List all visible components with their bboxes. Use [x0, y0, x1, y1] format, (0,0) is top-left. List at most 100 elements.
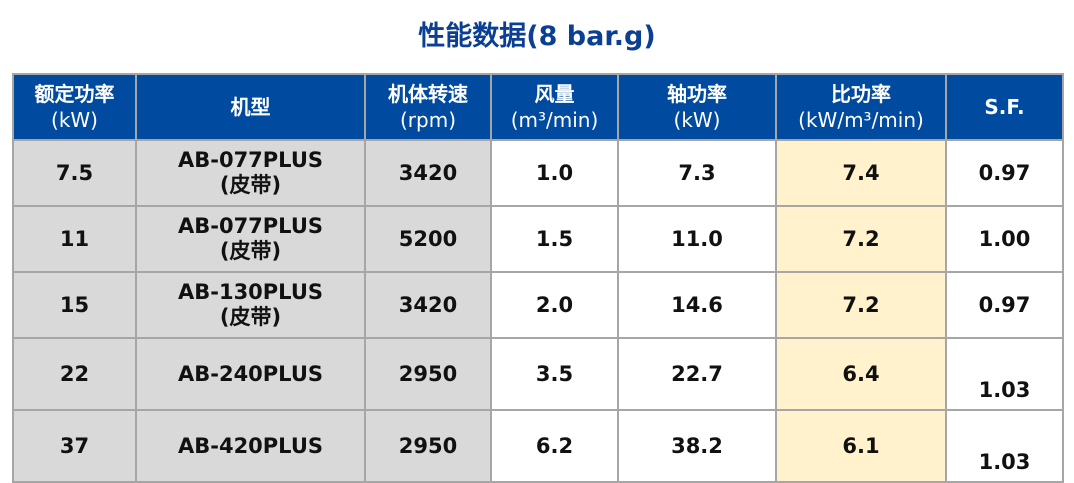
power-value: 11: [59, 226, 90, 251]
flow-value: 1.5: [535, 226, 574, 251]
table-row: 11 AB-077PLUS (皮带) 5200 1.5 11.0 7.2 1.00: [12, 205, 1064, 273]
specific-value: 7.2: [842, 226, 880, 251]
cell-specific: 7.4: [775, 139, 947, 207]
table-row: 37 AB-420PLUS 2950 6.2 38.2 6.1 1.03: [12, 409, 1064, 483]
sf-value: 0.97: [978, 292, 1031, 317]
cell-rpm: 3420: [364, 271, 492, 339]
specific-value: 6.4: [842, 361, 880, 386]
cell-rpm: 2950: [364, 409, 492, 483]
cell-sf: 1.00: [945, 205, 1064, 273]
column-header: 比功率 (kW/m³/min): [775, 73, 947, 141]
table-row: 22 AB-240PLUS 2950 3.5 22.7 6.4 1.03: [12, 337, 1064, 411]
cell-flow: 1.5: [490, 205, 619, 273]
shaft-value: 11.0: [671, 226, 723, 251]
cell-model: AB-420PLUS: [135, 409, 366, 483]
cell-shaft: 11.0: [617, 205, 777, 273]
cell-model: AB-240PLUS: [135, 337, 366, 411]
sf-value: 1.03: [978, 450, 1031, 474]
column-header: 额定功率 (kW): [12, 73, 137, 141]
shaft-value: 14.6: [671, 292, 723, 317]
rpm-value: 3420: [398, 160, 458, 185]
column-name: 机体转速: [388, 82, 468, 106]
cell-flow: 1.0: [490, 139, 619, 207]
column-header: S.F.: [945, 73, 1064, 141]
sf-value: 0.97: [978, 160, 1031, 185]
power-value: 15: [59, 292, 90, 317]
specific-value: 7.2: [842, 292, 880, 317]
shaft-value: 7.3: [678, 160, 716, 185]
flow-value: 1.0: [535, 160, 574, 185]
power-value: 22: [59, 361, 90, 386]
cell-model: AB-077PLUS (皮带): [135, 139, 366, 207]
model-value: AB-420PLUS: [177, 433, 323, 458]
column-name: 额定功率: [34, 82, 115, 106]
rpm-value: 5200: [398, 226, 458, 251]
cell-specific: 7.2: [775, 205, 947, 273]
cell-specific: 6.1: [775, 409, 947, 483]
cell-model: AB-130PLUS (皮带): [135, 271, 366, 339]
shaft-value: 22.7: [671, 361, 723, 386]
page-title: 性能数据(8 bar.g): [418, 21, 656, 52]
drive-type: (皮带): [219, 173, 282, 197]
model-value: AB-077PLUS: [177, 214, 323, 238]
cell-shaft: 22.7: [617, 337, 777, 411]
column-name: S.F.: [984, 95, 1025, 119]
flow-value: 3.5: [535, 361, 574, 386]
cell-power: 37: [12, 409, 137, 483]
cell-sf: 1.03: [945, 409, 1064, 483]
column-header: 轴功率 (kW): [617, 73, 777, 141]
cell-flow: 3.5: [490, 337, 619, 411]
rpm-value: 3420: [398, 292, 458, 317]
shaft-value: 38.2: [671, 433, 723, 458]
cell-shaft: 14.6: [617, 271, 777, 339]
drive-type: (皮带): [219, 239, 282, 263]
flow-value: 6.2: [535, 433, 574, 458]
column-header: 机体转速 (rpm): [364, 73, 492, 141]
model-value: AB-240PLUS: [177, 361, 323, 386]
performance-table: 额定功率 (kW) 机型 机体转速 (rpm) 风量 (m³/min) 轴功率 (kW) 比功率(…: [12, 73, 1064, 483]
rpm-value: 2950: [398, 361, 458, 386]
column-name: 比功率: [831, 82, 891, 106]
cell-flow: 6.2: [490, 409, 619, 483]
column-name: 轴功率: [667, 82, 727, 106]
cell-power: 22: [12, 337, 137, 411]
column-unit: (m³/min): [510, 108, 599, 132]
sf-value: 1.00: [978, 226, 1031, 251]
cell-model: AB-077PLUS (皮带): [135, 205, 366, 273]
column-unit: (rpm): [399, 108, 456, 132]
column-unit: (kW): [51, 108, 98, 132]
cell-sf: 0.97: [945, 139, 1064, 207]
cell-sf: 0.97: [945, 271, 1064, 339]
cell-flow: 2.0: [490, 271, 619, 339]
power-value: 37: [59, 433, 90, 458]
cell-power: 7.5: [12, 139, 137, 207]
column-name: 风量: [534, 82, 575, 106]
cell-sf: 1.03: [945, 337, 1064, 411]
specific-value: 6.1: [842, 433, 880, 458]
model-value: AB-077PLUS: [177, 148, 323, 172]
table-row: 15 AB-130PLUS (皮带) 3420 2.0 14.6 7.2 0.97: [12, 271, 1064, 339]
cell-shaft: 38.2: [617, 409, 777, 483]
cell-shaft: 7.3: [617, 139, 777, 207]
column-unit: (kW/m³/min): [798, 108, 924, 132]
cell-power: 15: [12, 271, 137, 339]
table-row: 7.5 AB-077PLUS (皮带) 3420 1.0 7.3 7.4 0.97: [12, 139, 1064, 207]
cell-rpm: 2950: [364, 337, 492, 411]
cell-specific: 6.4: [775, 337, 947, 411]
cell-specific: 7.2: [775, 271, 947, 339]
specific-value: 7.4: [842, 160, 880, 185]
rpm-value: 2950: [398, 433, 458, 458]
cell-rpm: 3420: [364, 139, 492, 207]
power-value: 7.5: [55, 160, 94, 185]
column-name: 机型: [230, 95, 271, 119]
sf-value: 1.03: [978, 378, 1031, 402]
cell-rpm: 5200: [364, 205, 492, 273]
cell-power: 11: [12, 205, 137, 273]
column-unit: (kW): [673, 108, 721, 132]
flow-value: 2.0: [535, 292, 574, 317]
column-header: 风量 (m³/min): [490, 73, 619, 141]
drive-type: (皮带): [219, 305, 282, 329]
model-value: AB-130PLUS: [177, 280, 323, 304]
header-row: 额定功率 (kW) 机型 机体转速 (rpm) 风量 (m³/min) 轴功率 (kW) 比功率(…: [12, 73, 1064, 141]
column-header: 机型: [135, 73, 366, 141]
